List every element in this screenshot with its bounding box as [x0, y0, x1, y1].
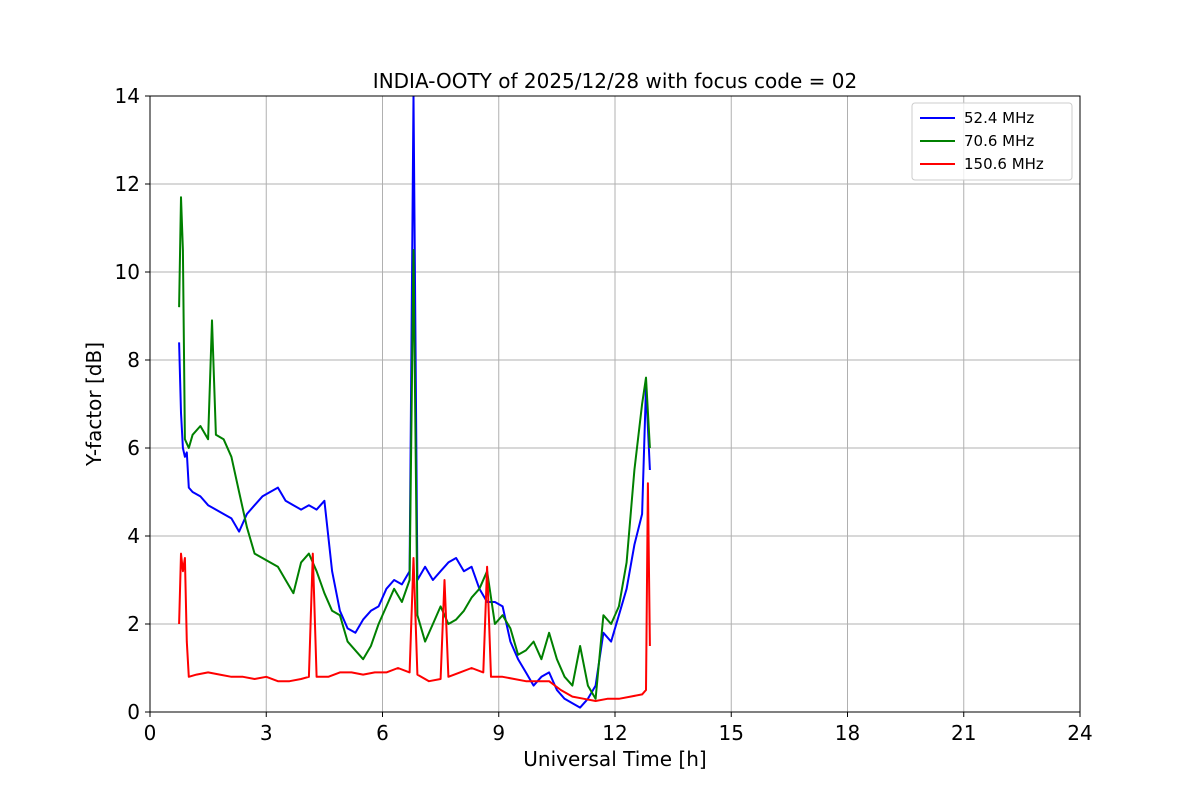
x-tick-label: 15 [719, 721, 744, 745]
plot-area [178, 96, 651, 709]
y-axis-label: Y-factor [dB] [82, 342, 106, 467]
x-tick-label: 0 [144, 721, 157, 745]
legend: 52.4 MHz 70.6 MHz 150.6 MHz [911, 102, 1073, 181]
series-line-70-6-mhz [178, 196, 651, 700]
x-tick-label: 12 [602, 721, 627, 745]
y-tick-label: 14 [115, 84, 140, 108]
x-tick-label: 9 [492, 721, 505, 745]
y-tick-label: 10 [115, 260, 140, 284]
y-tick-label: 2 [127, 612, 140, 636]
legend-entry-label: 150.6 MHz [964, 155, 1044, 173]
legend-entry-label: 52.4 MHz [964, 109, 1034, 127]
y-tick-label: 8 [127, 348, 140, 372]
y-tick-label: 4 [127, 524, 140, 548]
chart-title: INDIA-OOTY of 2025/12/28 with focus code… [373, 69, 857, 93]
x-tick-label: 3 [260, 721, 273, 745]
grid [149, 95, 1081, 713]
x-axis-label: Universal Time [h] [523, 747, 706, 771]
x-axis: 0 3 6 9 12 15 18 21 24 [144, 712, 1093, 745]
y-axis: 0 2 4 6 8 10 12 14 [115, 84, 150, 724]
y-tick-label: 0 [127, 700, 140, 724]
y-tick-label: 6 [127, 436, 140, 460]
series-line-150-6-mhz [178, 482, 651, 702]
x-tick-label: 21 [951, 721, 976, 745]
x-tick-label: 24 [1067, 721, 1092, 745]
legend-box [911, 102, 1073, 181]
x-tick-label: 6 [376, 721, 389, 745]
series-line-52-4-mhz [178, 96, 651, 709]
x-tick-label: 18 [835, 721, 860, 745]
legend-entry-label: 70.6 MHz [964, 132, 1034, 150]
y-tick-label: 12 [115, 172, 140, 196]
